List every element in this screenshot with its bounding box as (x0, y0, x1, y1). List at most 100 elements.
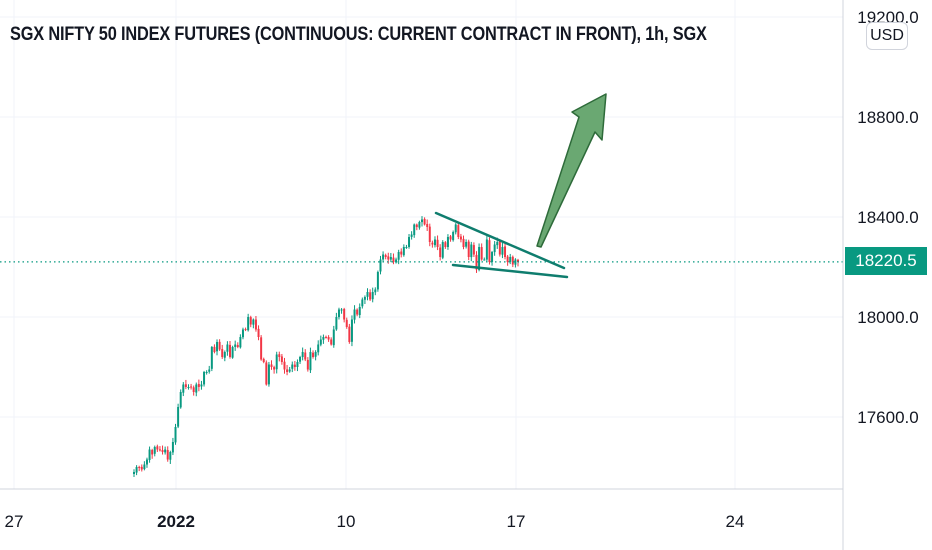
candle-body (254, 319, 257, 330)
candle-body (171, 442, 174, 453)
candle-body (382, 254, 385, 260)
candle-body (374, 289, 377, 293)
candle-body (179, 392, 182, 408)
candle-body (397, 252, 400, 260)
candle-body (314, 352, 317, 357)
candle-body (309, 352, 312, 371)
candle-body (459, 236, 462, 240)
triangle-pattern (434, 211, 569, 279)
candle-body (239, 337, 242, 348)
time-axis[interactable]: 27 2022 10 17 24 (5, 512, 745, 531)
grid-lines (0, 0, 843, 489)
candle-body (322, 337, 325, 340)
candle-body (475, 254, 478, 270)
candle-body (446, 237, 449, 248)
x-tick-label: 17 (507, 512, 526, 531)
y-tick-label: 18800.0 (857, 108, 918, 127)
candle-body (218, 341, 221, 350)
candle-body (488, 240, 491, 262)
candle-body (265, 362, 268, 385)
candle-body (190, 386, 193, 388)
candle-body (197, 383, 200, 387)
currency-button[interactable]: USD (866, 22, 908, 50)
candle-body (153, 447, 156, 454)
candle-body (200, 384, 203, 387)
candle-body (327, 337, 330, 340)
candle-body (379, 259, 382, 272)
candle-body (496, 242, 499, 246)
upper-trendline (434, 211, 566, 270)
candlestick-series (133, 216, 519, 477)
candle-body (348, 326, 351, 342)
candle-body (454, 224, 457, 233)
candle-body (241, 329, 244, 338)
candle-body (140, 466, 143, 470)
candle-body (216, 342, 219, 352)
candle-body (174, 427, 177, 443)
candle-body (187, 387, 190, 388)
candle-body (509, 257, 512, 262)
candle-body (449, 236, 452, 240)
candle-body (395, 259, 398, 263)
candle-body (363, 297, 366, 300)
candle-body (301, 352, 304, 358)
candle-body (291, 364, 294, 369)
candle-body (226, 344, 229, 352)
x-tick-label: 10 (337, 512, 356, 531)
candle-body (433, 239, 436, 246)
candle-body (343, 308, 346, 320)
candle-body (405, 247, 408, 248)
candle-body (400, 251, 403, 255)
candle-body (299, 357, 302, 362)
candle-body (350, 319, 353, 342)
candle-body (166, 450, 169, 460)
candle-body (138, 466, 141, 468)
candle-body (293, 364, 296, 367)
candle-body (462, 238, 465, 247)
candle-body (213, 346, 216, 352)
candle-body (483, 259, 486, 261)
candle-body (361, 299, 364, 307)
candle-body (493, 244, 496, 253)
candle-body (229, 344, 231, 357)
candle-body (231, 347, 234, 358)
candle-body (356, 309, 359, 315)
candle-body (304, 352, 307, 360)
candle-body (195, 384, 198, 393)
candle-body (485, 239, 488, 260)
candle-body (517, 259, 519, 262)
candle-body (511, 256, 514, 265)
candle-body (467, 241, 470, 257)
candle-body (148, 449, 151, 461)
candle-body (501, 247, 504, 255)
candle-body (182, 384, 185, 393)
candle-body (145, 459, 148, 465)
chart-title: SGX NIFTY 50 INDEX FUTURES (CONTINUOUS: … (10, 24, 707, 45)
candle-body (491, 252, 494, 262)
candle-body (369, 292, 372, 300)
candle-body (504, 246, 507, 257)
candle-body (340, 309, 343, 311)
candle-body (498, 241, 501, 255)
candle-body (151, 449, 154, 455)
candle-body (234, 344, 237, 347)
candle-body (169, 452, 172, 460)
candle-body (353, 309, 356, 320)
candle-body (418, 222, 421, 228)
candle-body (257, 328, 260, 337)
candle-body (389, 257, 392, 260)
candle-body (457, 225, 460, 237)
candle-body (158, 449, 161, 451)
candle-body (506, 256, 509, 262)
candle-body (335, 317, 338, 330)
candle-body (426, 223, 429, 227)
x-tick-label: 24 (726, 512, 745, 531)
candle-body (247, 317, 250, 331)
candle-body (325, 336, 327, 338)
candle-body (332, 329, 335, 346)
arrow-shape (536, 93, 607, 248)
candle-body (358, 307, 361, 316)
candle-body (270, 364, 273, 367)
